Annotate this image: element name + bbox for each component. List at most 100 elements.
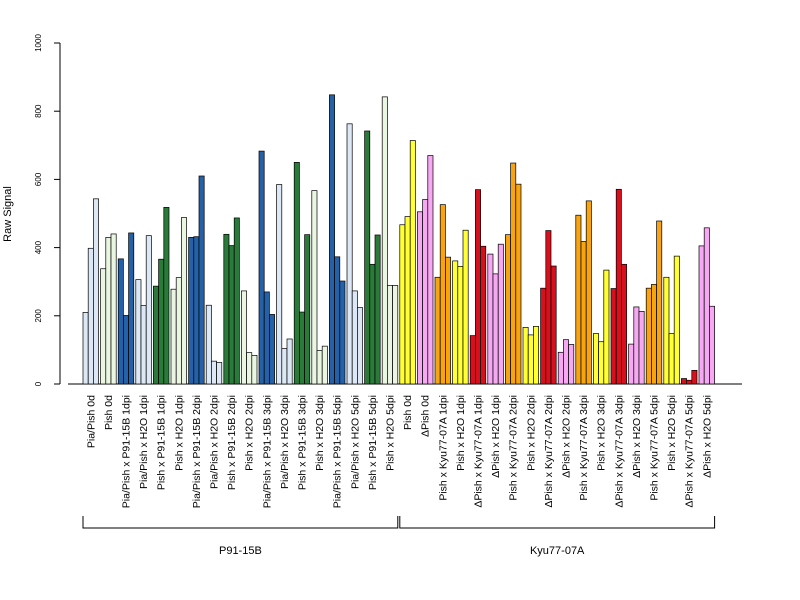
bar [628, 343, 635, 385]
bar [691, 370, 698, 385]
bar [469, 335, 476, 385]
bar [216, 362, 223, 385]
y-axis-label: Raw Signal [2, 186, 14, 242]
bar [651, 284, 657, 385]
bar [329, 94, 335, 385]
group-bracket [82, 516, 399, 529]
bar [563, 339, 569, 385]
bar [263, 291, 270, 385]
bar [510, 162, 517, 385]
bar [673, 255, 680, 385]
x-tick-label: Pish x H2O 1dpi [455, 395, 467, 471]
x-tick-label: Pish 0d [402, 395, 414, 430]
bar [158, 258, 165, 385]
bar [163, 207, 170, 385]
y-tick-label: 200 [34, 309, 43, 323]
bar [515, 183, 522, 385]
bar [188, 237, 195, 385]
bar [392, 285, 399, 385]
bar [545, 230, 552, 385]
bar [475, 189, 481, 385]
x-tick-label: Pish x Kyu77-07A 5dpi [649, 395, 661, 501]
bar [638, 311, 645, 385]
y-axis: 0 200 400 600 800 1000 [34, 34, 61, 386]
bar [135, 279, 142, 385]
x-tick-label: Pish x P91-15B 3dpi [297, 395, 309, 490]
bar [422, 199, 429, 385]
bar [452, 260, 459, 385]
bar [593, 333, 599, 385]
bar [304, 234, 311, 385]
bar [387, 285, 393, 385]
x-tick-label: Pish x H2O 1dpi [173, 395, 185, 471]
bar [258, 150, 265, 385]
bar [703, 227, 710, 385]
bar [233, 217, 240, 385]
x-tick-label: Pish x Kyu77-07A 3dpi [578, 395, 590, 501]
y-tick-label: 400 [34, 240, 43, 254]
bar [527, 334, 534, 385]
bar [316, 350, 323, 385]
x-tick-label: Pia/Pish x H2O 2dpi [209, 395, 221, 489]
bar [580, 241, 587, 385]
bar [404, 216, 411, 385]
x-tick-label: Pia/Pish x P91-15B 3dpi [261, 395, 273, 508]
bar [93, 198, 99, 385]
x-tick-label: Pia/Pish 0d [85, 395, 97, 448]
bar [334, 256, 341, 385]
bar [170, 288, 177, 385]
bar [123, 315, 129, 385]
group-label: Kyu77-07A [530, 545, 585, 557]
bar [357, 307, 363, 385]
bar [439, 204, 446, 385]
bar [445, 256, 451, 385]
x-tick-label: Pish x P91-15B 5dpi [367, 395, 379, 490]
x-tick-label: Pish x H2O 5dpi [385, 395, 397, 471]
bar [575, 214, 582, 385]
x-tick-label: Pish x H2O 2dpi [525, 395, 537, 471]
bar [286, 338, 293, 385]
bar [110, 233, 117, 385]
bar [87, 247, 94, 385]
bar [276, 184, 283, 385]
bar [645, 287, 652, 385]
x-tick-label: ΔPish x Kyu77-07A 2dpi [543, 395, 555, 508]
x-tick-label: ΔPish x Kyu77-07A 3dpi [613, 395, 625, 508]
x-tick-label: Pish x P91-15B 2dpi [226, 395, 238, 490]
x-tick-label: ΔPish x H2O 3dpi [631, 395, 643, 478]
bar [417, 211, 423, 385]
bar [497, 243, 504, 385]
bar [364, 130, 371, 385]
bar [656, 220, 663, 385]
x-tick-label: Pia/Pish x P91-15B 1dpi [121, 395, 133, 508]
bar [621, 263, 627, 385]
x-tick-label: Pish 0d [103, 395, 115, 430]
y-tick-label: 600 [34, 172, 43, 186]
x-tick-label: ΔPish 0d [420, 395, 432, 437]
bar [205, 304, 212, 385]
x-tick-label: Pish x H2O 5dpi [666, 395, 678, 471]
bar [198, 175, 205, 385]
y-tick-label: 800 [34, 104, 43, 118]
x-tick-label: Pia/Pish x P91-15B 2dpi [191, 395, 203, 508]
x-tick-label: Pish x P91-15B 1dpi [156, 395, 168, 490]
bar [598, 341, 605, 385]
x-tick-label: Pia/Pish x P91-15B 5dpi [332, 395, 344, 508]
bar [681, 378, 687, 385]
bar [351, 290, 358, 385]
bar [557, 351, 564, 385]
bar [487, 253, 494, 385]
bar [140, 305, 147, 385]
bar [374, 234, 381, 385]
bar [698, 245, 705, 385]
bar [480, 245, 487, 385]
bar [117, 258, 124, 385]
x-tick-label: ΔPish x H2O 1dpi [490, 395, 502, 478]
group-label: P91-15B [219, 545, 262, 557]
bar [399, 224, 406, 385]
group-bracket [399, 516, 716, 529]
bar [346, 123, 353, 385]
bar [193, 236, 200, 385]
bar [128, 232, 135, 385]
bar [321, 345, 328, 385]
